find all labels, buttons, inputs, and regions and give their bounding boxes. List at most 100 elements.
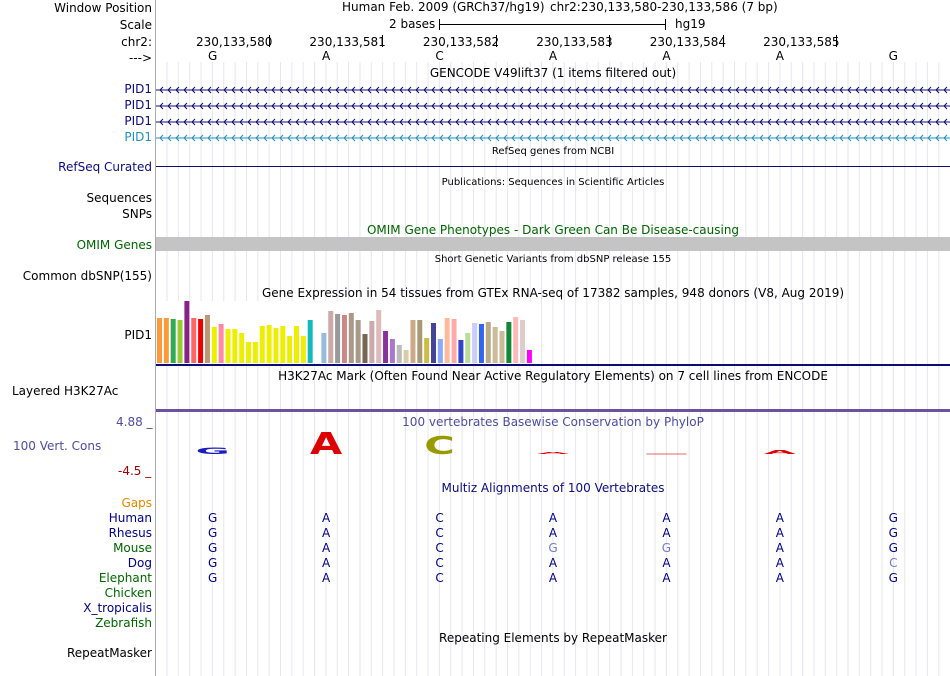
refseq-label[interactable]: RefSeq Curated xyxy=(58,160,152,174)
gtex-tissue-bar[interactable] xyxy=(520,320,526,363)
dbsnp-track-title[interactable]: Short Genetic Variants from dbSNP releas… xyxy=(434,254,672,265)
species-label[interactable]: Mouse xyxy=(113,541,152,555)
species-label[interactable]: Rhesus xyxy=(108,526,152,540)
repeatmasker-label[interactable]: RepeatMasker xyxy=(66,646,152,660)
gtex-tissue-bar[interactable] xyxy=(348,313,354,363)
dbsnp-label[interactable]: Common dbSNP(155) xyxy=(22,269,152,283)
gtex-tissue-bar[interactable] xyxy=(177,320,183,363)
gtex-tissue-bar[interactable] xyxy=(246,342,252,363)
gtex-tissue-bar[interactable] xyxy=(335,314,341,363)
gtex-tissue-bar[interactable] xyxy=(252,342,258,363)
gtex-tissue-bar[interactable] xyxy=(355,320,361,363)
publications-track-title[interactable]: Publications: Sequences in Scientific Ar… xyxy=(441,177,665,188)
gtex-tissue-bar[interactable] xyxy=(526,350,532,363)
h3k27ac-track-title[interactable]: H3K27Ac Mark (Often Found Near Active Re… xyxy=(278,369,828,383)
phylop-base-score[interactable]: G xyxy=(196,446,230,457)
gtex-tissue-bar[interactable] xyxy=(499,331,505,363)
gtex-tissue-bar[interactable] xyxy=(417,320,423,363)
phylop-label[interactable]: 100 Vert. Cons xyxy=(13,439,102,453)
phylop-base-score[interactable]: A xyxy=(764,449,796,455)
gtex-tissue-bar[interactable] xyxy=(280,326,286,363)
phylop-track-title[interactable]: 100 vertebrates Basewise Conservation by… xyxy=(402,415,704,429)
gtex-tissue-bar[interactable] xyxy=(451,319,457,363)
gencode-gene-feature[interactable] xyxy=(156,101,950,111)
gtex-tissue-bar[interactable] xyxy=(362,334,368,363)
gtex-tissue-bar[interactable] xyxy=(211,327,217,363)
gtex-tissue-bar[interactable] xyxy=(492,327,498,363)
species-label[interactable]: Human xyxy=(108,511,152,525)
gtex-tissue-bar[interactable] xyxy=(157,318,162,363)
gtex-tissue-bar[interactable] xyxy=(376,310,382,363)
gtex-tissue-bar[interactable] xyxy=(478,324,484,363)
gtex-tissue-bar[interactable] xyxy=(239,333,245,363)
gtex-tissue-bar[interactable] xyxy=(191,318,197,363)
sequences-label[interactable]: Sequences xyxy=(86,191,152,205)
gtex-tissue-bar[interactable] xyxy=(513,317,519,363)
gtex-tissue-bar[interactable] xyxy=(294,326,299,363)
gaps-label[interactable]: Gaps xyxy=(121,496,152,510)
gencode-gene-feature[interactable] xyxy=(156,133,950,143)
gtex-tissue-bar[interactable] xyxy=(163,318,169,363)
gtex-tissue-bar[interactable] xyxy=(437,339,443,363)
phylop-base-score[interactable]: A xyxy=(310,428,342,461)
omim-label[interactable]: OMIM Genes xyxy=(76,238,152,252)
gtex-tissue-bar[interactable] xyxy=(465,333,471,363)
refseq-track-title[interactable]: RefSeq genes from NCBI xyxy=(491,146,615,157)
gtex-tissue-bar[interactable] xyxy=(266,325,272,363)
gtex-tissue-bar[interactable] xyxy=(410,320,416,363)
phylop-base-score[interactable]: C xyxy=(424,431,455,460)
gtex-tissue-bar[interactable] xyxy=(431,323,436,363)
omim-track-title[interactable]: OMIM Gene Phenotypes - Dark Green Can Be… xyxy=(366,223,740,237)
gencode-gene-label[interactable]: PID1 xyxy=(124,130,152,144)
gtex-bar-chart[interactable] xyxy=(156,300,536,364)
gtex-tissue-bar[interactable] xyxy=(321,333,327,363)
gtex-tissue-bar[interactable] xyxy=(287,336,293,363)
gtex-tissue-bar[interactable] xyxy=(225,329,231,363)
gtex-tissue-bar[interactable] xyxy=(389,339,395,363)
gencode-track-title[interactable]: GENCODE V49lift37 (1 items filtered out) xyxy=(429,66,677,80)
gencode-gene-feature[interactable] xyxy=(156,85,950,95)
species-label[interactable]: Zebrafish xyxy=(95,616,152,630)
snps-label[interactable]: SNPs xyxy=(122,207,152,221)
gtex-tissue-bar[interactable] xyxy=(218,324,224,363)
species-label[interactable]: Dog xyxy=(127,556,152,570)
gtex-tissue-bar[interactable] xyxy=(485,322,491,363)
gtex-track-title[interactable]: Gene Expression in 54 tissues from GTEx … xyxy=(261,286,845,300)
gtex-tissue-bar[interactable] xyxy=(204,315,210,363)
gtex-tissue-bar[interactable] xyxy=(458,340,464,363)
repeatmasker-track-title[interactable]: Repeating Elements by RepeatMasker xyxy=(439,631,667,645)
species-label[interactable]: Chicken xyxy=(104,586,152,600)
gencode-gene-label[interactable]: PID1 xyxy=(124,98,152,112)
h3k27ac-label[interactable]: Layered H3K27Ac xyxy=(12,384,119,398)
gtex-tissue-bar[interactable] xyxy=(232,329,238,363)
aligned-base: A xyxy=(662,511,671,525)
gtex-tissue-bar[interactable] xyxy=(198,319,204,363)
gtex-tissue-bar[interactable] xyxy=(259,326,265,363)
gencode-gene-feature[interactable] xyxy=(156,117,950,127)
gtex-tissue-bar[interactable] xyxy=(184,301,190,363)
gtex-tissue-bar[interactable] xyxy=(506,322,512,363)
gtex-tissue-bar[interactable] xyxy=(300,336,306,363)
refseq-feature-line[interactable] xyxy=(156,166,950,167)
gencode-gene-label[interactable]: PID1 xyxy=(124,82,152,96)
gtex-tissue-bar[interactable] xyxy=(369,321,375,363)
phylop-base-score[interactable]: A xyxy=(537,452,569,455)
gtex-tissue-bar[interactable] xyxy=(383,331,389,363)
gencode-gene-label[interactable]: PID1 xyxy=(124,114,152,128)
species-label[interactable]: Elephant xyxy=(98,571,152,585)
gtex-tissue-bar[interactable] xyxy=(472,323,478,363)
species-label[interactable]: X_tropicalis xyxy=(83,601,152,615)
gtex-tissue-bar[interactable] xyxy=(328,311,334,363)
omim-feature-bar[interactable] xyxy=(156,237,950,251)
gtex-tissue-bar[interactable] xyxy=(396,345,402,363)
gtex-tissue-bar[interactable] xyxy=(424,338,430,363)
gtex-tissue-bar[interactable] xyxy=(341,315,347,363)
gtex-tissue-bar[interactable] xyxy=(403,350,409,363)
gtex-gene-label[interactable]: PID1 xyxy=(124,328,152,342)
gtex-tissue-bar[interactable] xyxy=(273,328,279,363)
multiz-track-title[interactable]: Multiz Alignments of 100 Vertebrates xyxy=(441,481,665,495)
gtex-tissue-bar[interactable] xyxy=(170,319,176,363)
gtex-tissue-bar[interactable] xyxy=(307,320,313,363)
gtex-tissue-bar[interactable] xyxy=(444,318,450,363)
